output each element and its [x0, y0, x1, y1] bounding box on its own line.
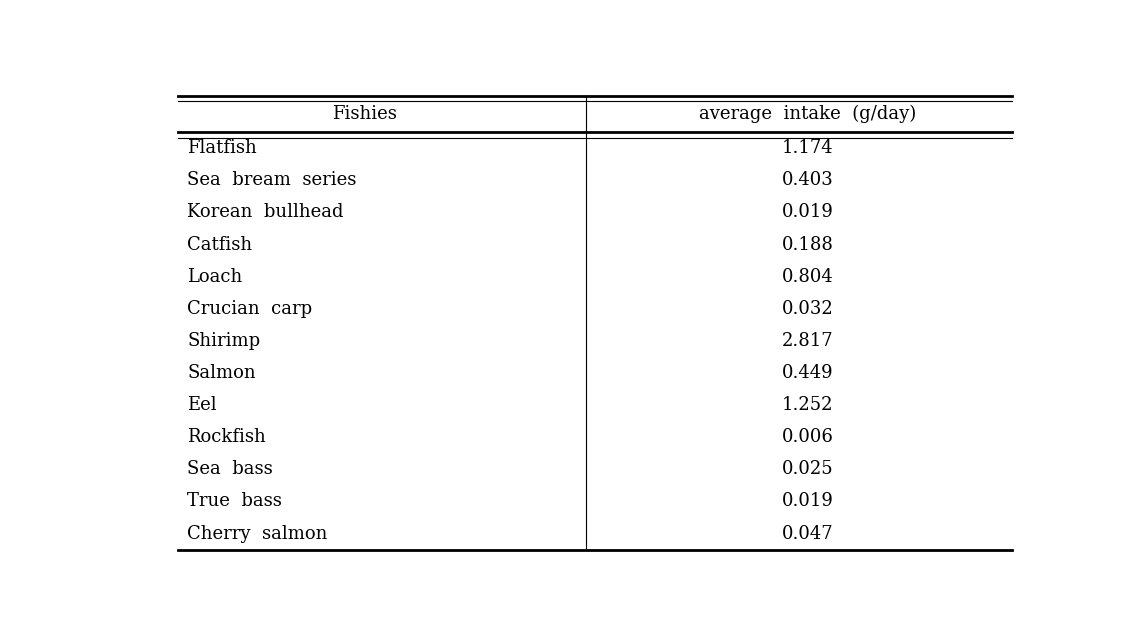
- Text: 0.025: 0.025: [782, 460, 834, 478]
- Text: Cherry  salmon: Cherry salmon: [188, 524, 327, 543]
- Text: Loach: Loach: [188, 268, 243, 286]
- Text: Flatfish: Flatfish: [188, 139, 257, 157]
- Text: Shirimp: Shirimp: [188, 332, 261, 350]
- Text: Korean  bullhead: Korean bullhead: [188, 204, 344, 221]
- Text: True  bass: True bass: [188, 493, 283, 510]
- Text: 2.817: 2.817: [782, 332, 834, 350]
- Text: Salmon: Salmon: [188, 364, 256, 382]
- Text: 0.032: 0.032: [782, 300, 834, 318]
- Text: Sea  bass: Sea bass: [188, 460, 273, 478]
- Text: 1.174: 1.174: [782, 139, 834, 157]
- Text: 0.188: 0.188: [782, 236, 834, 254]
- Text: 0.006: 0.006: [782, 428, 834, 446]
- Text: 0.449: 0.449: [782, 364, 834, 382]
- Text: 0.047: 0.047: [782, 524, 834, 543]
- Text: 0.804: 0.804: [782, 268, 834, 286]
- Text: Sea  bream  series: Sea bream series: [188, 171, 357, 190]
- Text: Eel: Eel: [188, 396, 217, 414]
- Text: Fishies: Fishies: [332, 105, 397, 123]
- Text: average  intake  (g/day): average intake (g/day): [699, 105, 916, 123]
- Text: Crucian  carp: Crucian carp: [188, 300, 312, 318]
- Text: 0.019: 0.019: [782, 493, 834, 510]
- Text: 0.019: 0.019: [782, 204, 834, 221]
- Text: Rockfish: Rockfish: [188, 428, 267, 446]
- Text: 1.252: 1.252: [782, 396, 834, 414]
- Text: 0.403: 0.403: [782, 171, 834, 190]
- Text: Catfish: Catfish: [188, 236, 253, 254]
